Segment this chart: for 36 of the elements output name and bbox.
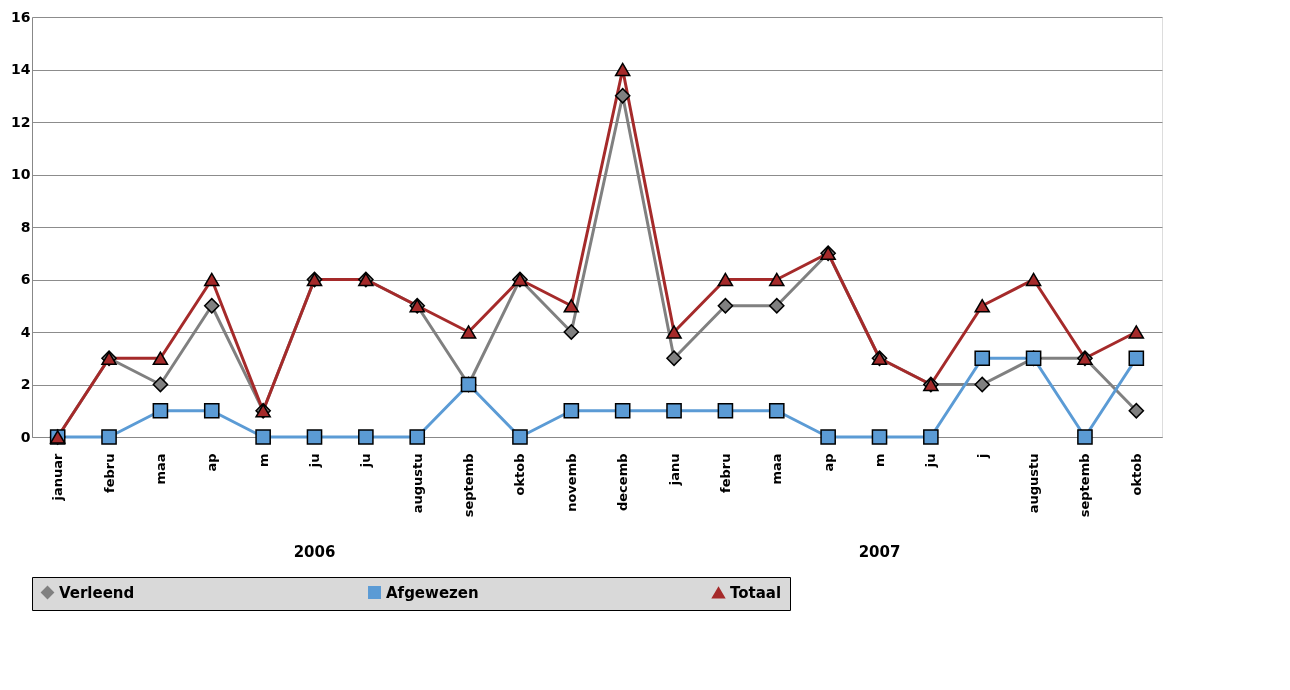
x-tick-label: septemb — [1077, 453, 1093, 518]
y-tick-label: 6 — [20, 271, 31, 287]
x-tick-label: febru — [101, 453, 117, 493]
text: 2007 — [858, 543, 901, 561]
x-tick-label: m — [255, 453, 271, 468]
x-tick-label: decemb — [615, 453, 631, 511]
x-tick-label: maa — [152, 453, 168, 485]
legend-label: Totaal — [730, 583, 782, 602]
y-tick-label: 12 — [11, 113, 31, 130]
text: 2006 — [293, 543, 336, 561]
y-tick-label: 10 — [11, 166, 31, 182]
x-tick-label: januar — [50, 452, 66, 502]
x-tick-label: augustu — [409, 453, 425, 514]
x-tick-label: maa — [769, 453, 785, 485]
x-tick-label: ap — [820, 453, 836, 472]
y-tick-label: 8 — [20, 218, 31, 235]
x-tick-label: oktob — [512, 453, 528, 496]
x-tick-label: novemb — [563, 453, 579, 512]
x-tick-label: febru — [717, 453, 733, 493]
y-tick-label: 16 — [11, 8, 31, 25]
y-tick-label: 14 — [11, 61, 31, 77]
x-tick-label: septemb — [461, 453, 477, 518]
y-tick-label: 0 — [20, 428, 31, 445]
y-tick-label: 2 — [20, 376, 31, 392]
x-tick-label: augustu — [1026, 453, 1042, 514]
legend-label: Afgewezen — [386, 583, 479, 602]
x-tick-label: ju — [358, 453, 374, 469]
x-tick-label: janu — [666, 453, 682, 487]
x-tick-label: ju — [923, 453, 939, 469]
y-tick-label: 4 — [20, 323, 31, 340]
x-tick-label: j — [974, 453, 990, 459]
legend-label: Verleend — [59, 583, 135, 602]
x-tick-label: ju — [307, 453, 322, 469]
x-tick-label: oktob — [1128, 453, 1144, 496]
x-tick-label: ap — [204, 453, 220, 472]
x-tick-label: m — [872, 453, 887, 468]
